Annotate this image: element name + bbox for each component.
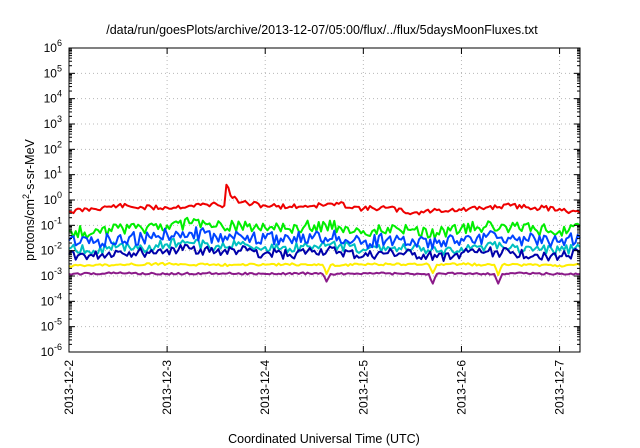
x-tick-labels: 2013-12-2 2013-12-3 2013-12-4 2013-12-5 2013… (62, 360, 567, 415)
y-tick-label-base: 10 (44, 142, 58, 156)
x-tick-label: 2013-12-6 (454, 360, 468, 415)
series-line-3 (68, 237, 581, 257)
y-tick-label-base: 10 (41, 294, 55, 308)
y-tick-label-base: 10 (41, 345, 55, 359)
y-tick-label-exponent: -1 (54, 215, 62, 225)
y-tick-label-exponent: 5 (57, 63, 62, 73)
y-tick-label-exponent: -3 (54, 266, 62, 276)
y-tick-label-base: 10 (41, 320, 55, 334)
y-tick-label: 10-5 (41, 317, 62, 334)
y-tick-label-base: 10 (44, 66, 58, 80)
y-tick-label-base: 10 (44, 92, 58, 106)
y-tick-label-base: 10 (41, 269, 55, 283)
y-tick-label-base: 10 (41, 218, 55, 232)
series-line-6 (68, 261, 581, 276)
y-tick-label: 100 (44, 190, 62, 207)
y-tick-label: 102 (44, 139, 62, 156)
series-line-4 (68, 226, 581, 250)
y-tick-label-base: 10 (41, 244, 55, 258)
y-tick-label-exponent: 1 (57, 165, 62, 175)
y-tick-label-base: 10 (44, 193, 58, 207)
y-axis-label-suffix: -s-sr-MeV (23, 138, 37, 194)
y-tick-label-exponent: -2 (54, 241, 62, 251)
x-axis-label: Coordinated Universal Time (UTC) (228, 432, 420, 446)
y-tick-label: 10-2 (41, 241, 62, 258)
y-tick-label: 103 (44, 114, 62, 131)
y-tick-label-exponent: -4 (54, 291, 62, 301)
y-tick-label-exponent: 2 (57, 139, 62, 149)
x-tick-label: 2013-12-5 (356, 360, 370, 415)
axis-ticks (68, 47, 580, 353)
y-tick-label: 101 (44, 165, 62, 182)
series-line-7 (68, 271, 581, 285)
y-tick-label: 10-6 (41, 342, 62, 359)
y-tick-label-exponent: 4 (57, 89, 62, 99)
y-tick-label-base: 10 (44, 117, 58, 131)
y-tick-label-exponent: -5 (54, 317, 62, 327)
y-tick-label: 10-3 (41, 266, 62, 283)
y-tick-label: 106 (44, 38, 62, 55)
series-line-5 (68, 243, 581, 262)
y-tick-label-base: 10 (44, 168, 58, 182)
y-axis-label: protons/cm2-s-sr-MeV (21, 138, 37, 260)
x-tick-label: 2013-12-2 (62, 360, 76, 415)
y-axis-label-prefix: protons/cm (23, 199, 37, 261)
y-tick-label: 10-1 (41, 215, 62, 232)
series-line-2 (68, 216, 581, 240)
x-tick-label: 2013-12-7 (553, 360, 567, 415)
chart-title: /data/run/goesPlots/archive/2013-12-07/0… (106, 23, 538, 37)
grid (68, 47, 580, 353)
y-tick-label-exponent: 0 (57, 190, 62, 200)
x-tick-label: 2013-12-3 (160, 360, 174, 415)
y-tick-label: 105 (44, 63, 62, 80)
y-tick-label-exponent: 6 (57, 38, 62, 48)
y-tick-labels: 10610510410310210110010-110-210-310-410-… (41, 38, 62, 359)
y-tick-label-exponent: -6 (54, 342, 62, 352)
y-tick-label-base: 10 (44, 41, 58, 55)
y-axis-label-superscript: 2 (21, 194, 31, 199)
series-line-1 (68, 183, 581, 216)
y-tick-label: 10-4 (41, 291, 62, 308)
x-tick-label: 2013-12-4 (258, 360, 272, 415)
series-lines (68, 183, 581, 285)
y-tick-label: 104 (44, 89, 62, 106)
y-tick-label-exponent: 3 (57, 114, 62, 124)
